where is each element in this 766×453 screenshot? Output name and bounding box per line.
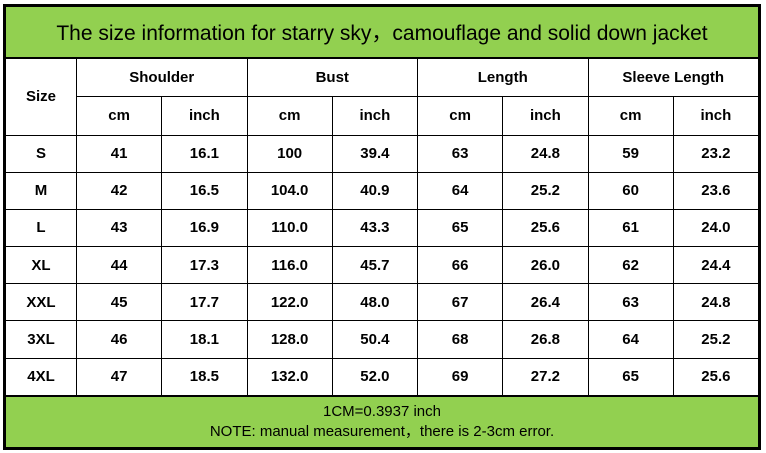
table-cell: 24.8 [672, 283, 760, 322]
table-cell: 50.4 [331, 320, 419, 359]
header-bust: Bust [246, 57, 418, 98]
table-cell: 23.6 [672, 171, 760, 210]
table-cell: 25.2 [672, 320, 760, 359]
table-cell: 69 [416, 357, 504, 397]
table-row: XL 44 17.3 116.0 45.7 66 26.0 62 24.4 [5, 246, 760, 285]
table-cell: 42 [75, 171, 163, 210]
table-cell: 62 [587, 246, 674, 285]
table-cell: 45.7 [331, 246, 419, 285]
size-label: L [5, 208, 77, 248]
table-row: L 43 16.9 110.0 43.3 65 25.6 61 24.0 [5, 208, 760, 248]
table-row: M 42 16.5 104.0 40.9 64 25.2 60 23.6 [5, 171, 760, 210]
table-cell: 16.5 [161, 171, 248, 210]
unit-header-cm: cm [246, 96, 333, 136]
unit-header-inch: inch [502, 96, 589, 136]
table-cell: 68 [416, 320, 504, 359]
table-cell: 16.9 [161, 208, 248, 248]
size-label: 3XL [5, 320, 77, 359]
table-cell: 66 [416, 246, 504, 285]
table-cell: 48.0 [331, 283, 419, 322]
table-cell: 46 [75, 320, 163, 359]
unit-header-inch: inch [672, 96, 760, 136]
table-cell: 128.0 [246, 320, 333, 359]
size-table: The size information for starry sky，camo… [5, 6, 760, 448]
table-cell: 43 [75, 208, 163, 248]
table-cell: 17.3 [161, 246, 248, 285]
table-cell: 24.0 [672, 208, 760, 248]
header-shoulder: Shoulder [76, 57, 248, 98]
size-label: 4XL [5, 357, 77, 397]
size-label: XXL [5, 283, 77, 322]
table-cell: 44 [75, 246, 163, 285]
table-row: 3XL 46 18.1 128.0 50.4 68 26.8 64 25.2 [5, 320, 760, 359]
unit-header-cm: cm [587, 96, 674, 136]
table-row: 4XL 47 18.5 132.0 52.0 69 27.2 65 25.6 [5, 357, 760, 397]
table-cell: 100 [246, 134, 333, 173]
table-cell: 47 [75, 357, 163, 397]
table-cell: 27.2 [502, 357, 589, 397]
unit-header-cm: cm [416, 96, 504, 136]
table-cell: 60 [587, 171, 674, 210]
measurement-note: NOTE: manual measurement，there is 2-3cm … [209, 422, 555, 440]
header-sleeve-length: Sleeve Length [587, 57, 759, 98]
table-cell: 132.0 [246, 357, 333, 397]
table-cell: 24.4 [672, 246, 760, 285]
size-label: XL [5, 246, 77, 285]
unit-header-inch: inch [161, 96, 248, 136]
table-cell: 64 [587, 320, 674, 359]
unit-header-inch: inch [331, 96, 419, 136]
table-cell: 122.0 [246, 283, 333, 322]
table-cell: 110.0 [246, 208, 333, 248]
table-cell: 65 [416, 208, 504, 248]
table-cell: 63 [416, 134, 504, 173]
table-cell: 25.6 [502, 208, 589, 248]
table-cell: 45 [75, 283, 163, 322]
table-cell: 40.9 [331, 171, 419, 210]
size-label: S [5, 134, 77, 173]
conversion-note: 1CM=0.3937 inch [323, 402, 441, 420]
table-cell: 61 [587, 208, 674, 248]
table-cell: 43.3 [331, 208, 419, 248]
table-cell: 116.0 [246, 246, 333, 285]
header-size: Size [5, 57, 77, 136]
table-cell: 26.4 [502, 283, 589, 322]
footer-note: 1CM=0.3937 inch NOTE: manual measurement… [5, 394, 759, 448]
table-cell: 63 [587, 283, 674, 322]
table-cell: 64 [416, 171, 504, 210]
table-cell: 23.2 [672, 134, 760, 173]
table-cell: 65 [587, 357, 674, 397]
table-cell: 41 [75, 134, 163, 173]
size-chart: The size information for starry sky，camo… [3, 4, 761, 450]
table-cell: 17.7 [161, 283, 248, 322]
header-length: Length [417, 57, 589, 98]
table-cell: 26.8 [502, 320, 589, 359]
table-row: XXL 45 17.7 122.0 48.0 67 26.4 63 24.8 [5, 283, 760, 322]
table-cell: 39.4 [331, 134, 419, 173]
table-cell: 26.0 [502, 246, 589, 285]
table-row: S 41 16.1 100 39.4 63 24.8 59 23.2 [5, 134, 760, 173]
table-cell: 25.2 [502, 171, 589, 210]
table-cell: 104.0 [246, 171, 333, 210]
table-cell: 25.6 [672, 357, 760, 397]
table-cell: 16.1 [161, 134, 248, 173]
table-cell: 52.0 [331, 357, 419, 397]
table-cell: 24.8 [502, 134, 589, 173]
table-cell: 18.5 [161, 357, 248, 397]
table-cell: 59 [587, 134, 674, 173]
table-cell: 67 [416, 283, 504, 322]
unit-header-cm: cm [75, 96, 163, 136]
table-cell: 18.1 [161, 320, 248, 359]
size-label: M [5, 171, 77, 210]
table-title: The size information for starry sky，camo… [5, 6, 759, 60]
